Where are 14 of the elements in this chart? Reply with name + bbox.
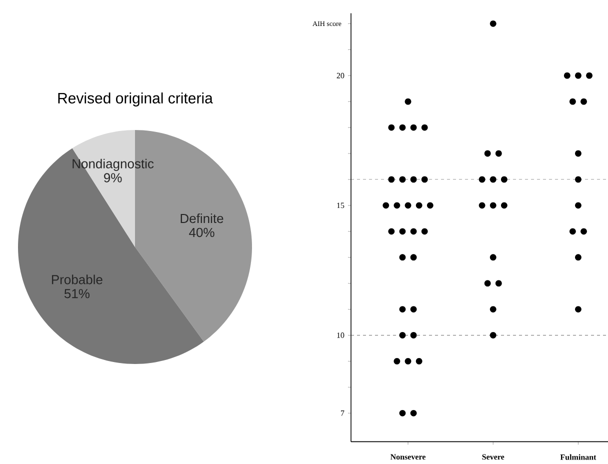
slice-label: Definite [180,214,224,224]
y-tick-label: 7 [341,410,344,416]
data-label: 40% [189,228,214,238]
x-tick-label: Severe [482,454,504,460]
y-tick-label: 15 [337,202,344,208]
data-label: 9% [104,173,122,182]
x-tick-label: Fulminant [560,454,596,460]
y-tick-label: 10 [337,332,344,338]
y-tick-label: 20 [336,72,344,78]
data-label: 51% [64,289,90,298]
slice-label: Nondiagnostic [72,158,154,171]
chart-title: Revised original criteria [58,92,213,106]
x-tick-label: Nonsevere [390,454,426,460]
slice-label: Probable [52,274,102,284]
